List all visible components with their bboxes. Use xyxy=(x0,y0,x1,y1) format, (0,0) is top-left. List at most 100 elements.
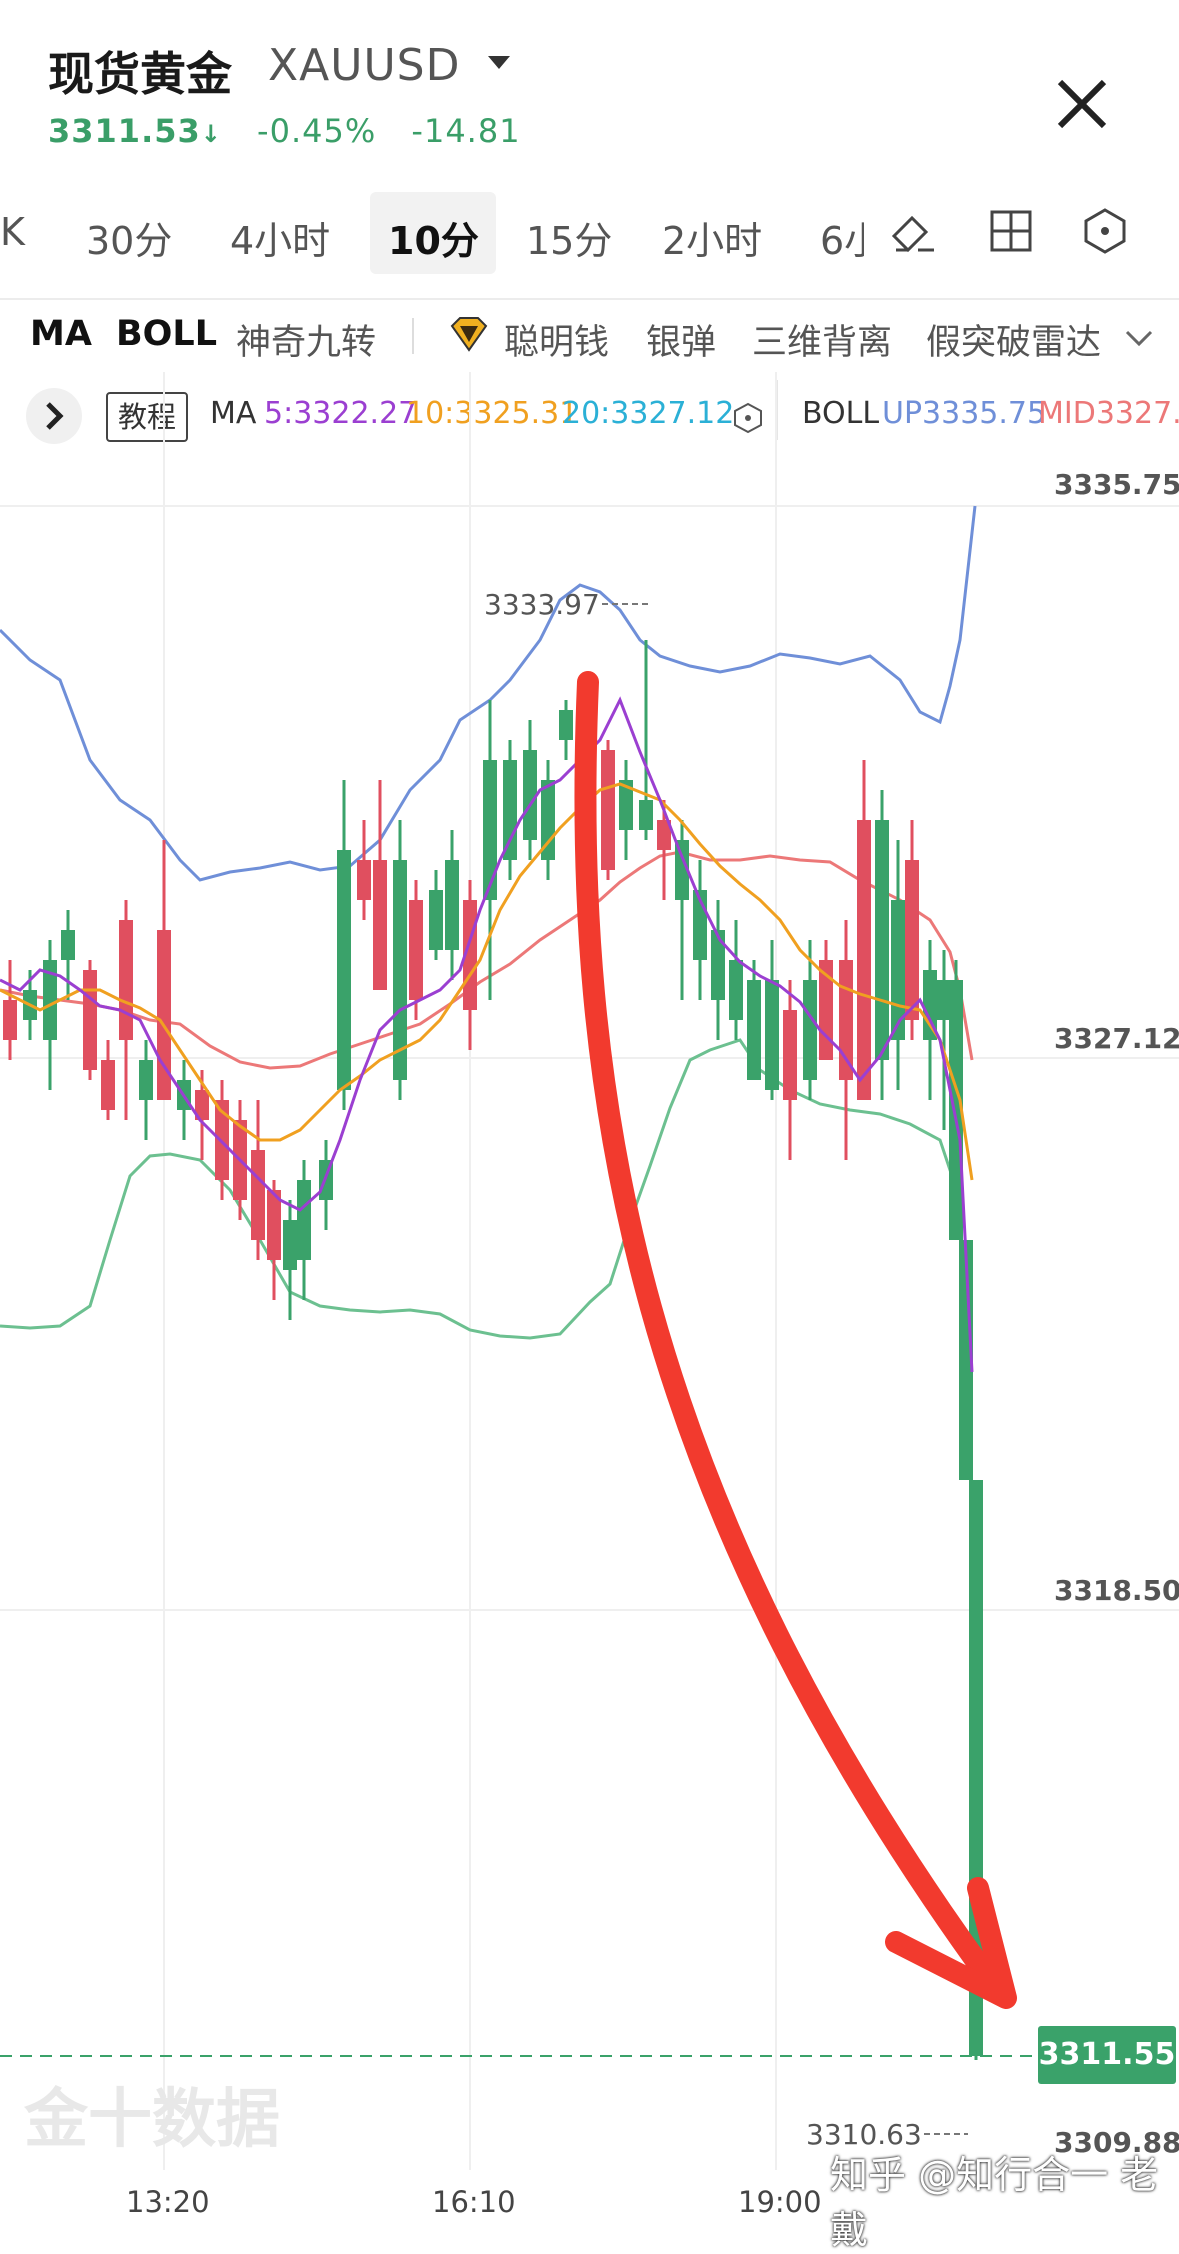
candle-body xyxy=(523,750,537,840)
tab-2h[interactable]: 2小时 xyxy=(662,219,763,263)
tab-30m[interactable]: 30分 xyxy=(86,219,173,263)
candle-body xyxy=(357,860,371,900)
ma5-value: 5:3322.27 xyxy=(264,396,418,431)
candle-body xyxy=(251,1150,265,1240)
symbol-selector[interactable]: XAUUSD xyxy=(268,40,461,91)
candle-body xyxy=(803,980,817,1080)
candle-body xyxy=(445,860,459,950)
candle-body xyxy=(483,760,497,900)
time-tick: 13:20 xyxy=(126,2185,210,2219)
boll-middle-band xyxy=(0,850,974,1070)
red-arrowhead xyxy=(885,1877,1017,2009)
candle-body xyxy=(43,960,57,1040)
ma-legend-label: MA xyxy=(210,396,257,431)
instrument-name: 现货黄金 xyxy=(48,47,232,101)
chevron-down-icon[interactable] xyxy=(1124,328,1154,348)
indicator-silver-bullet[interactable]: 银弹 xyxy=(646,323,717,363)
candle-body xyxy=(559,710,573,740)
ma20-value: 20:3327.12 xyxy=(562,396,735,431)
quote-row: 3311.53↓ -0.45% -14.81 xyxy=(48,112,545,150)
candle-body xyxy=(857,820,871,1100)
candle-body xyxy=(393,860,407,1080)
candle-body xyxy=(101,1060,115,1110)
candle-body xyxy=(429,890,443,950)
indicator-false-breakout[interactable]: 假突破雷达 xyxy=(926,323,1102,363)
caret-down-icon[interactable] xyxy=(488,56,510,69)
hexagon-settings-icon[interactable] xyxy=(1080,206,1130,256)
separator xyxy=(412,318,414,354)
ma-lines xyxy=(0,696,974,1373)
author-credit: 知乎 @知行合一 老戴 xyxy=(830,2153,1159,2252)
draw-icon[interactable] xyxy=(888,206,938,256)
timeframe-tabs: K 30分 4小时 10分 15分 2小时 6小 xyxy=(0,190,1179,276)
current-price-tag: 3311.55 xyxy=(1038,2026,1176,2084)
indicator-3d-divergence[interactable]: 三维背离 xyxy=(752,323,893,363)
diamond-icon xyxy=(450,317,488,352)
candle-body xyxy=(119,920,133,1040)
close-icon[interactable] xyxy=(1052,74,1112,134)
red-arrow-annotation xyxy=(574,671,1001,1991)
indicator-smart-money[interactable]: 聪明钱 xyxy=(504,323,610,363)
candle-body xyxy=(409,900,423,1000)
candle-body xyxy=(619,780,633,830)
candle-body xyxy=(639,800,653,830)
boll-mid-value: MID3327.1 xyxy=(1038,396,1179,431)
candle-body xyxy=(937,980,951,1020)
candle-body xyxy=(747,980,761,1080)
candle-body xyxy=(601,750,615,870)
high-mark-label: 3333.97 xyxy=(484,588,600,621)
tab-6h[interactable]: 6小 xyxy=(820,219,864,263)
candle-body xyxy=(83,970,97,1070)
hexagon-settings-icon[interactable] xyxy=(732,402,764,434)
tutorial-button[interactable]: 教程 xyxy=(106,392,188,442)
candle-body xyxy=(657,820,671,850)
candle-body xyxy=(337,850,351,1090)
candle-body xyxy=(157,930,171,1100)
time-tick: 16:10 xyxy=(432,2185,516,2219)
change-absolute: -14.81 xyxy=(411,112,521,150)
candle-body xyxy=(765,980,779,1090)
active-tab-highlight xyxy=(370,192,496,274)
price-tick: 3318.50 xyxy=(1054,1574,1179,1607)
ma10-value: 10:3325.31 xyxy=(406,396,579,431)
candle-body xyxy=(819,960,833,1060)
change-percent: -0.45% xyxy=(257,112,377,150)
tab-15m[interactable]: 15分 xyxy=(526,219,613,263)
price-tick: 3327.12 xyxy=(1054,1022,1179,1055)
ma5-line xyxy=(0,696,974,1373)
candle-body xyxy=(923,970,937,1040)
candle-body xyxy=(373,860,387,990)
candle-body xyxy=(729,960,743,1020)
boll-upper-band xyxy=(0,505,977,882)
divider xyxy=(0,298,1179,300)
tab-4h[interactable]: 4小时 xyxy=(230,219,331,263)
candle-body xyxy=(195,1090,209,1120)
candle-body xyxy=(783,1010,797,1100)
expand-button[interactable] xyxy=(26,388,82,444)
price-tick: 3335.75 xyxy=(1054,468,1179,501)
candle-body xyxy=(839,960,853,1080)
candle-body xyxy=(297,1180,311,1260)
price-tick: 3309.88 xyxy=(1054,2126,1179,2159)
header: 现货黄金 XAUUSD 3311.53↓ -0.45% -14.81 xyxy=(0,0,1179,180)
tab-k[interactable]: K xyxy=(0,210,25,254)
indicator-boll[interactable]: BOLL xyxy=(116,314,218,354)
grid-icon[interactable] xyxy=(986,206,1036,256)
candles xyxy=(3,640,983,2060)
indicator-magic-nine[interactable]: 神奇九转 xyxy=(236,323,377,363)
tab-10m[interactable]: 10分 xyxy=(388,219,479,263)
candle-body xyxy=(905,860,919,1020)
indicator-ma[interactable]: MA xyxy=(30,314,92,354)
ma10-line xyxy=(0,782,974,1181)
chart-grid xyxy=(0,372,1179,2170)
chevron-right-icon xyxy=(46,402,64,430)
current-price: 3311.53 xyxy=(48,112,201,150)
candle-body xyxy=(267,1190,281,1260)
watermark-logo: 金十数据 xyxy=(24,2083,280,2157)
candle-body xyxy=(675,840,689,900)
down-arrow-icon: ↓ xyxy=(200,120,222,148)
candle-body xyxy=(139,1060,153,1100)
indicator-bar: MA BOLL 神奇九转 聪明钱 银弹 三维背离 假突破雷达 xyxy=(0,300,1179,372)
candle-body xyxy=(875,820,889,1060)
